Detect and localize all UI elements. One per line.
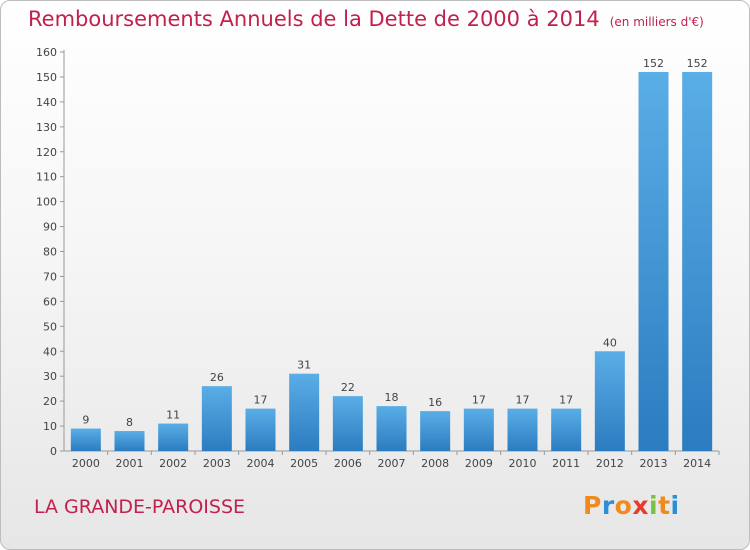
data-labels: 9 8 11 26 17 31 22 18 16 17 17 17 40 152 152 bbox=[82, 57, 707, 429]
proxiti-logo: Proxiti bbox=[583, 491, 680, 520]
x-tick-label: 2005 bbox=[290, 457, 318, 470]
y-tick-label: 70 bbox=[43, 270, 57, 283]
data-label: 17 bbox=[254, 394, 268, 407]
bar bbox=[638, 71, 669, 451]
bar bbox=[158, 423, 189, 451]
x-tick-label: 2013 bbox=[640, 457, 668, 470]
chart-title-text: Remboursements Annuels de la Dette de 20… bbox=[28, 7, 600, 31]
x-tick-label: 2006 bbox=[334, 457, 362, 470]
bar bbox=[332, 396, 363, 451]
bar bbox=[682, 71, 713, 451]
data-label: 11 bbox=[166, 409, 180, 422]
data-label: 17 bbox=[472, 394, 486, 407]
y-tick-label: 20 bbox=[43, 395, 57, 408]
y-tick-label: 50 bbox=[43, 320, 57, 333]
y-tick-label: 80 bbox=[43, 246, 57, 259]
bar bbox=[376, 406, 407, 451]
x-tick-label: 2010 bbox=[509, 457, 537, 470]
bar-series bbox=[70, 71, 713, 451]
x-tick-label: 2007 bbox=[378, 457, 406, 470]
y-tick-label: 10 bbox=[43, 420, 57, 433]
data-label: 9 bbox=[82, 414, 89, 427]
y-tick-label: 150 bbox=[36, 71, 57, 84]
y-tick-label: 130 bbox=[36, 121, 57, 134]
x-tick-label: 2004 bbox=[247, 457, 275, 470]
x-tick-label: 2011 bbox=[552, 457, 580, 470]
x-tick-label: 2009 bbox=[465, 457, 493, 470]
y-tick-label: 40 bbox=[43, 345, 57, 358]
bar bbox=[201, 386, 232, 451]
chart-title: Remboursements Annuels de la Dette de 20… bbox=[28, 7, 704, 31]
bar bbox=[70, 428, 101, 451]
data-label: 40 bbox=[603, 336, 617, 349]
bar bbox=[463, 408, 494, 451]
y-tick-label: 30 bbox=[43, 370, 57, 383]
data-label: 8 bbox=[126, 416, 133, 429]
bar bbox=[114, 431, 145, 451]
bar bbox=[551, 408, 582, 451]
logo-letter: i bbox=[649, 491, 659, 520]
logo-letter: r bbox=[601, 491, 615, 520]
data-label: 17 bbox=[559, 394, 573, 407]
logo-letter: o bbox=[614, 491, 633, 520]
x-tick-label: 2001 bbox=[116, 457, 144, 470]
y-tick-label: 100 bbox=[36, 196, 57, 209]
data-label: 152 bbox=[687, 57, 708, 70]
bar bbox=[289, 373, 320, 451]
y-tick-label: 110 bbox=[36, 171, 57, 184]
data-label: 152 bbox=[643, 57, 664, 70]
commune-name: LA GRANDE-PAROISSE bbox=[34, 496, 246, 518]
y-tick-label: 90 bbox=[43, 221, 57, 234]
x-tick-label: 2014 bbox=[683, 457, 711, 470]
bar bbox=[507, 408, 538, 451]
bar bbox=[245, 408, 276, 451]
logo-letter: P bbox=[583, 491, 602, 520]
y-axis: 0 10 20 30 40 50 60 70 80 90 100 110 120 130 140 150 160 bbox=[36, 46, 65, 458]
bar bbox=[594, 351, 625, 451]
chart-subtitle: (en milliers d'€) bbox=[609, 15, 704, 29]
x-tick-label: 2008 bbox=[421, 457, 449, 470]
x-tick-label: 2002 bbox=[159, 457, 187, 470]
data-label: 26 bbox=[210, 371, 224, 384]
y-tick-label: 140 bbox=[36, 96, 57, 109]
data-label: 16 bbox=[428, 396, 442, 409]
x-tick-label: 2000 bbox=[72, 457, 100, 470]
data-label: 18 bbox=[385, 391, 399, 404]
bar bbox=[420, 411, 451, 451]
y-tick-label: 120 bbox=[36, 146, 57, 159]
logo-letter: i bbox=[670, 491, 680, 520]
logo-letter: x bbox=[632, 491, 649, 520]
data-label: 31 bbox=[297, 359, 311, 372]
data-label: 22 bbox=[341, 381, 355, 394]
logo-letter: t bbox=[658, 491, 671, 520]
y-tick-label: 0 bbox=[50, 445, 57, 458]
y-tick-label: 60 bbox=[43, 295, 57, 308]
x-tick-label: 2003 bbox=[203, 457, 231, 470]
data-label: 17 bbox=[516, 394, 530, 407]
x-axis: 2000 2001 2002 2003 2004 2005 2006 2007 2008 2009… bbox=[64, 450, 720, 470]
y-tick-label: 160 bbox=[36, 46, 57, 59]
x-tick-label: 2012 bbox=[596, 457, 624, 470]
